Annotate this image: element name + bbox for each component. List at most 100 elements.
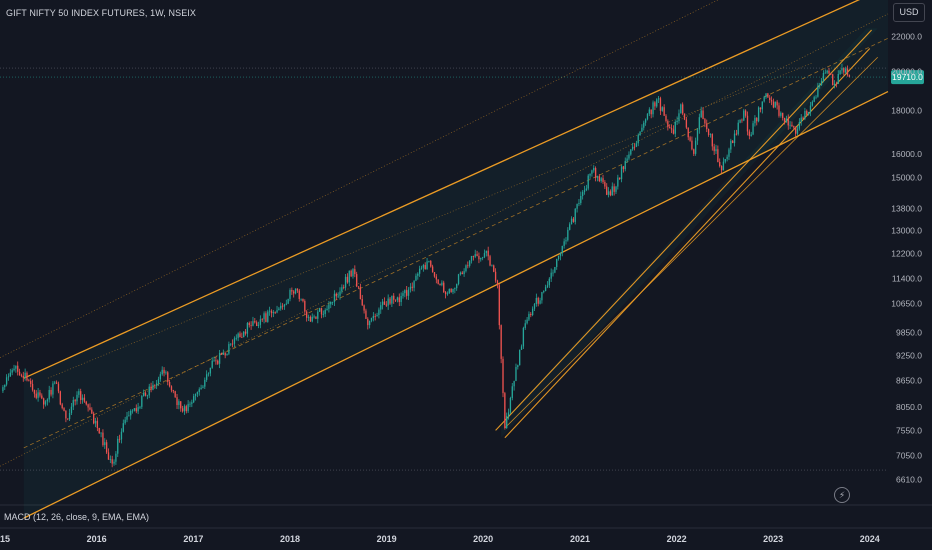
candle-body xyxy=(737,122,739,135)
candle-body xyxy=(789,124,791,126)
lightning-icon[interactable]: ⚡ xyxy=(834,487,850,503)
currency-button[interactable]: USD xyxy=(893,3,925,22)
candle-body xyxy=(641,127,643,132)
candle-body xyxy=(454,288,456,290)
candle-body xyxy=(665,115,667,122)
candle-body xyxy=(552,272,554,274)
macd-indicator-label[interactable]: MACD (12, 26, close, 9, EMA, EMA) xyxy=(4,512,150,522)
candle-body xyxy=(363,305,365,311)
candle-body xyxy=(37,392,39,398)
candle-body xyxy=(98,427,100,434)
candle-body xyxy=(843,68,845,73)
covid-channel-fill xyxy=(501,28,878,438)
candle-body xyxy=(417,273,419,276)
candle-body xyxy=(326,308,328,310)
candle-body xyxy=(255,322,258,326)
candle-body xyxy=(570,218,573,225)
candle-body xyxy=(202,386,204,388)
candle-body xyxy=(796,128,799,134)
main-channel-upper xyxy=(23,0,861,379)
candle-body xyxy=(180,401,182,409)
candle-body xyxy=(639,131,641,136)
candle-body xyxy=(811,101,813,106)
candle-body xyxy=(293,291,295,294)
candle-body xyxy=(589,173,591,176)
candle-body xyxy=(693,149,695,154)
candle-body xyxy=(211,360,213,368)
candle-body xyxy=(200,387,202,390)
candle-body xyxy=(278,308,280,311)
last-price-label: 19710.0 xyxy=(892,72,923,82)
candle-body xyxy=(487,250,489,257)
candle-body xyxy=(13,368,15,371)
candle-body xyxy=(489,256,491,266)
main-channel-fill xyxy=(23,0,888,519)
candle-body xyxy=(148,386,150,396)
candle-body xyxy=(102,432,104,446)
candle-body xyxy=(546,285,549,288)
candle-body xyxy=(335,293,337,297)
candle-body xyxy=(196,392,199,395)
candle-body xyxy=(104,442,106,446)
candle-body xyxy=(754,117,756,124)
candle-body xyxy=(157,379,160,384)
candle-body xyxy=(591,170,593,174)
candle-body xyxy=(819,84,821,86)
candle-body xyxy=(496,280,499,286)
candle-body xyxy=(711,134,713,147)
candle-body xyxy=(637,135,639,144)
candle-body xyxy=(439,283,441,286)
y-tick-label: 13000.0 xyxy=(891,225,922,235)
candle-body xyxy=(383,301,386,305)
candle-body xyxy=(848,75,851,78)
candle-body xyxy=(452,289,454,293)
candle-body xyxy=(218,352,221,364)
candle-body xyxy=(494,271,497,281)
candle-body xyxy=(228,344,230,354)
candle-body xyxy=(354,269,356,275)
candle-body xyxy=(306,311,308,318)
candle-body xyxy=(120,431,123,440)
candle-body xyxy=(63,408,65,411)
candle-body xyxy=(820,81,823,85)
candle-body xyxy=(800,117,802,122)
candle-body xyxy=(470,256,473,261)
candle-body xyxy=(291,290,293,292)
candle-body xyxy=(368,320,371,326)
main-channel-lower xyxy=(23,90,889,519)
candle-body xyxy=(76,394,78,402)
candle-body xyxy=(689,137,691,141)
candle-body xyxy=(159,374,162,380)
candle-body xyxy=(328,304,330,309)
candle-body xyxy=(565,240,567,242)
candle-body xyxy=(330,302,332,305)
candle-body xyxy=(715,149,717,152)
candle-body xyxy=(346,276,349,283)
candle-body xyxy=(406,290,408,296)
candle-body xyxy=(168,381,171,387)
candle-body xyxy=(252,321,254,326)
candle-body xyxy=(804,110,806,119)
candle-body xyxy=(763,97,765,102)
candle-body xyxy=(507,412,510,417)
candle-body xyxy=(243,331,245,338)
candle-body xyxy=(65,410,67,419)
candle-body xyxy=(124,419,126,424)
candle-body xyxy=(504,393,506,428)
candle-body xyxy=(174,391,176,398)
candle-body xyxy=(387,298,389,306)
candle-body xyxy=(131,410,134,412)
candle-body xyxy=(333,293,336,302)
candle-body xyxy=(365,310,367,319)
candle-body xyxy=(393,295,395,300)
candle-body xyxy=(509,397,512,413)
candle-body xyxy=(396,297,399,301)
candle-body xyxy=(604,181,606,187)
candle-body xyxy=(409,286,412,290)
candle-body xyxy=(89,407,91,410)
candle-body xyxy=(18,371,21,376)
x-tick-label: 2022 xyxy=(667,534,687,544)
candle-body xyxy=(41,395,43,399)
candle-body xyxy=(378,309,380,315)
